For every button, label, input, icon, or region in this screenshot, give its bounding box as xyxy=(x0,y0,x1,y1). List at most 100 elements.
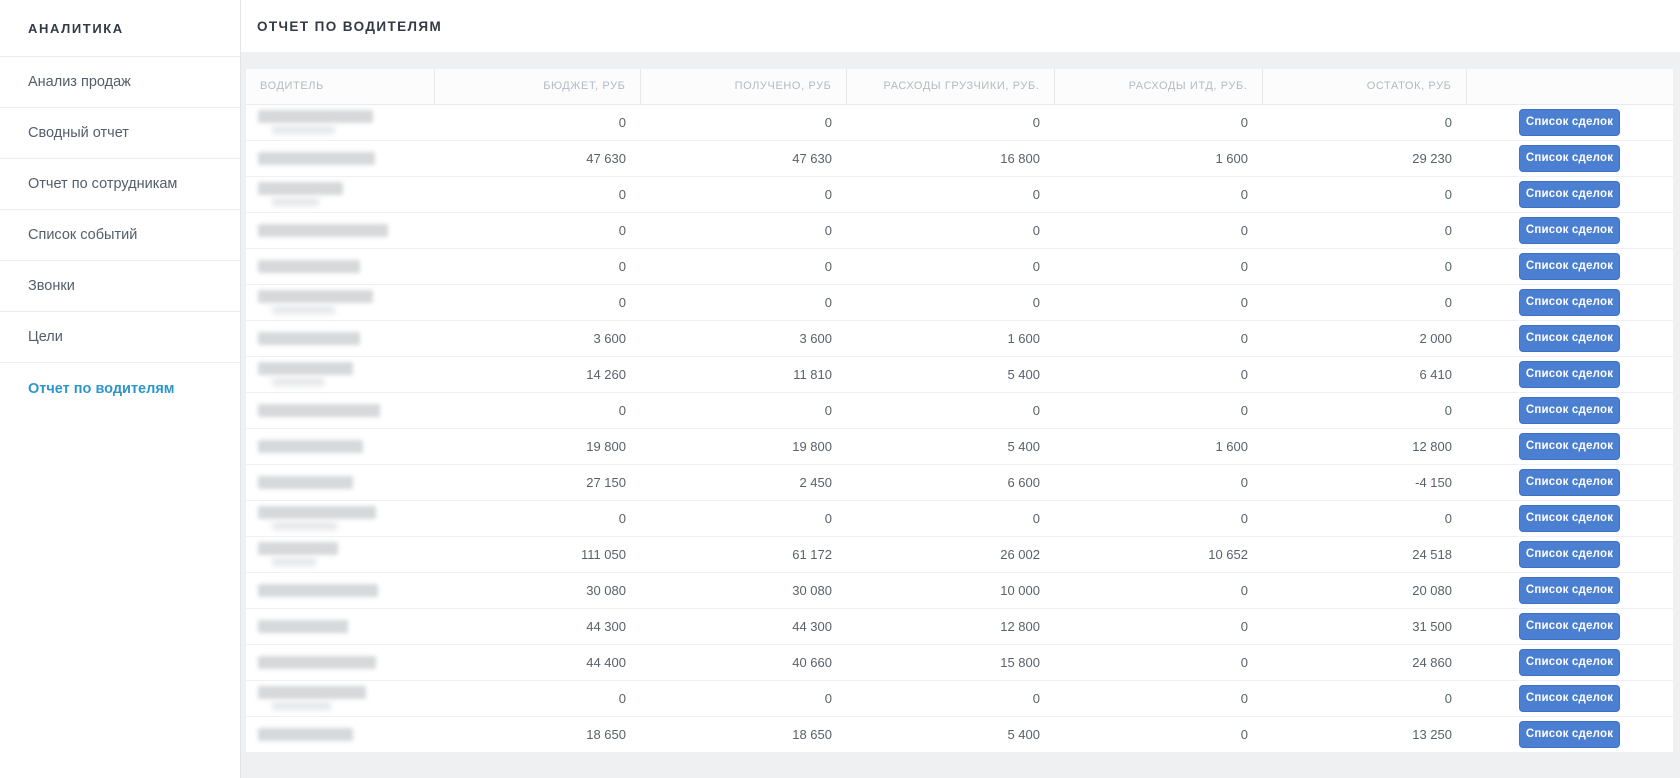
deal-list-button[interactable]: Список сделок xyxy=(1519,360,1620,388)
cell-received: 0 xyxy=(640,392,846,429)
sidebar-item-label: Цели xyxy=(28,329,63,345)
cell-driver-name-redacted xyxy=(246,104,434,141)
deal-list-button[interactable]: Список сделок xyxy=(1519,324,1620,352)
deal-list-button[interactable]: Список сделок xyxy=(1519,540,1620,568)
sidebar-item-calls[interactable]: Звонки xyxy=(0,261,240,312)
deal-list-button[interactable]: Список сделок xyxy=(1519,252,1620,280)
report-content: ВОДИТЕЛЬ БЮДЖЕТ, РУБ ПОЛУЧЕНО, РУБ РАСХО… xyxy=(241,52,1680,778)
cell-driver-name-redacted xyxy=(246,248,434,285)
cell-received: 0 xyxy=(640,212,846,249)
deal-list-button[interactable]: Список сделок xyxy=(1519,720,1620,748)
cell-budget: 14 260 xyxy=(434,356,640,393)
sidebar-item-employees-report[interactable]: Отчет по сотрудникам xyxy=(0,159,240,210)
cell-loaders-expenses: 0 xyxy=(846,500,1054,537)
cell-loaders-expenses: 5 400 xyxy=(846,428,1054,465)
cell-budget: 0 xyxy=(434,284,640,321)
table-body: 0 0 0 0 0 Список сделок 47 630 47 630 16 800 1 60… xyxy=(246,104,1673,753)
deal-list-button[interactable]: Список сделок xyxy=(1519,144,1620,172)
redacted-name-blur xyxy=(258,686,366,699)
cell-budget: 27 150 xyxy=(434,464,640,501)
table-row: 19 800 19 800 5 400 1 600 12 800 Список сдело… xyxy=(246,428,1673,465)
cell-remainder: 0 xyxy=(1262,176,1466,213)
cell-received: 44 300 xyxy=(640,608,846,645)
deal-list-button[interactable]: Список сделок xyxy=(1519,612,1620,640)
table-row: 0 0 0 0 0 Список сделок xyxy=(246,104,1673,141)
sidebar-item-label: Анализ продаж xyxy=(28,74,131,90)
cell-actions: Список сделок xyxy=(1466,392,1673,429)
cell-actions: Список сделок xyxy=(1466,500,1673,537)
cell-driver-name-redacted xyxy=(246,356,434,393)
sidebar-item-summary-report[interactable]: Сводный отчет xyxy=(0,108,240,159)
deal-list-button[interactable]: Список сделок xyxy=(1519,396,1620,424)
redacted-name-blur-secondary xyxy=(272,306,335,314)
deal-list-button[interactable]: Список сделок xyxy=(1519,108,1620,136)
cell-driver-name-redacted xyxy=(246,428,434,465)
redacted-name-blur xyxy=(258,110,373,123)
cell-other-expenses: 0 xyxy=(1054,608,1262,645)
cell-driver-name-redacted xyxy=(246,176,434,213)
column-header-received: ПОЛУЧЕНО, РУБ xyxy=(640,69,847,105)
deal-list-button[interactable]: Список сделок xyxy=(1519,576,1620,604)
column-header-budget: БЮДЖЕТ, РУБ xyxy=(434,69,641,105)
cell-budget: 0 xyxy=(434,176,640,213)
cell-budget: 0 xyxy=(434,248,640,285)
deal-list-button[interactable]: Список сделок xyxy=(1519,288,1620,316)
analytics-sidebar: АНАЛИТИКА Анализ продаж Сводный отчет Отче… xyxy=(0,0,241,778)
cell-loaders-expenses: 26 002 xyxy=(846,536,1054,573)
deal-list-button[interactable]: Список сделок xyxy=(1519,180,1620,208)
sidebar-item-goals[interactable]: Цели xyxy=(0,312,240,363)
deal-list-button[interactable]: Список сделок xyxy=(1519,432,1620,460)
sidebar-item-label: Список событий xyxy=(28,227,138,243)
cell-other-expenses: 0 xyxy=(1054,284,1262,321)
sidebar-title: АНАЛИТИКА xyxy=(0,0,240,57)
cell-actions: Список сделок xyxy=(1466,212,1673,249)
table-row: 47 630 47 630 16 800 1 600 29 230 Список сдел… xyxy=(246,140,1673,177)
deal-list-button[interactable]: Список сделок xyxy=(1519,468,1620,496)
deal-list-button[interactable]: Список сделок xyxy=(1519,684,1620,712)
cell-other-expenses: 1 600 xyxy=(1054,428,1262,465)
cell-actions: Список сделок xyxy=(1466,428,1673,465)
cell-budget: 0 xyxy=(434,104,640,141)
cell-remainder: 0 xyxy=(1262,284,1466,321)
cell-driver-name-redacted xyxy=(246,284,434,321)
column-header-remainder: ОСТАТОК, РУБ xyxy=(1262,69,1467,105)
cell-remainder: 31 500 xyxy=(1262,608,1466,645)
table-row: 0 0 0 0 0 Список сделок xyxy=(246,248,1673,285)
cell-loaders-expenses: 0 xyxy=(846,104,1054,141)
cell-budget: 0 xyxy=(434,212,640,249)
table-header-row: ВОДИТЕЛЬ БЮДЖЕТ, РУБ ПОЛУЧЕНО, РУБ РАСХО… xyxy=(246,69,1673,105)
sidebar-nav: Анализ продаж Сводный отчет Отчет по сотру… xyxy=(0,57,240,414)
cell-budget: 0 xyxy=(434,680,640,717)
cell-loaders-expenses: 1 600 xyxy=(846,320,1054,357)
redacted-name-blur xyxy=(258,542,338,555)
redacted-name-blur xyxy=(258,362,353,375)
cell-actions: Список сделок xyxy=(1466,716,1673,753)
deal-list-button[interactable]: Список сделок xyxy=(1519,504,1620,532)
deal-list-button[interactable]: Список сделок xyxy=(1519,648,1620,676)
cell-loaders-expenses: 5 400 xyxy=(846,356,1054,393)
deal-list-button[interactable]: Список сделок xyxy=(1519,216,1620,244)
cell-actions: Список сделок xyxy=(1466,176,1673,213)
cell-loaders-expenses: 0 xyxy=(846,248,1054,285)
sidebar-item-events-list[interactable]: Список событий xyxy=(0,210,240,261)
redacted-name-blur xyxy=(258,182,343,195)
cell-driver-name-redacted xyxy=(246,212,434,249)
cell-other-expenses: 0 xyxy=(1054,248,1262,285)
cell-other-expenses: 0 xyxy=(1054,500,1262,537)
cell-actions: Список сделок xyxy=(1466,608,1673,645)
table-row: 18 650 18 650 5 400 0 13 250 Список сделок xyxy=(246,716,1673,753)
cell-remainder: 0 xyxy=(1262,212,1466,249)
redacted-name-blur-secondary xyxy=(272,378,324,386)
cell-received: 0 xyxy=(640,104,846,141)
cell-remainder: 0 xyxy=(1262,248,1466,285)
cell-driver-name-redacted xyxy=(246,500,434,537)
sidebar-item-sales-analysis[interactable]: Анализ продаж xyxy=(0,57,240,108)
cell-actions: Список сделок xyxy=(1466,356,1673,393)
cell-remainder: 24 518 xyxy=(1262,536,1466,573)
cell-budget: 44 300 xyxy=(434,608,640,645)
sidebar-item-drivers-report[interactable]: Отчет по водителям xyxy=(0,363,240,414)
cell-received: 0 xyxy=(640,500,846,537)
cell-other-expenses: 0 xyxy=(1054,464,1262,501)
cell-other-expenses: 0 xyxy=(1054,320,1262,357)
cell-budget: 44 400 xyxy=(434,644,640,681)
